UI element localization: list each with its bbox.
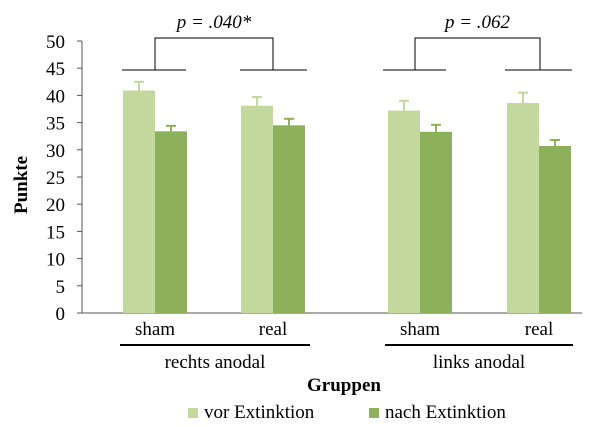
y-tick-label: 40 [46, 86, 65, 107]
y-tick-label: 10 [46, 250, 65, 271]
x-axis-title: Gruppen [307, 375, 381, 396]
legend-swatch-nach [369, 408, 379, 418]
significance-label: p = .040* [175, 12, 252, 33]
y-axis: 0 5 10 15 20 25 30 35 40 45 50 [46, 32, 582, 325]
significance-label: p = .062 [443, 12, 511, 33]
bar [123, 90, 155, 313]
y-tick-label: 5 [56, 277, 66, 298]
category-label: real [525, 319, 553, 340]
group-label: rechts anodal [165, 352, 266, 373]
legend-swatch-vor [188, 408, 198, 418]
y-tick-label: 50 [46, 32, 65, 53]
legend-label-nach: nach Extinktion [385, 402, 506, 423]
category-label: sham [135, 319, 175, 340]
bracket [414, 37, 541, 70]
bar [241, 105, 273, 314]
bar [507, 103, 539, 314]
y-tick-label: 25 [46, 168, 65, 189]
y-axis-title: Punkte [11, 156, 32, 214]
y-tick-label: 30 [46, 141, 65, 162]
bar [155, 131, 187, 313]
y-tick-label: 0 [56, 304, 66, 325]
bracket [154, 37, 274, 70]
legend: vor Extinktion nach Extinktion [188, 402, 506, 423]
bar [388, 110, 420, 314]
legend-label-vor: vor Extinktion [204, 402, 315, 423]
bar [539, 145, 571, 313]
category-label: real [259, 319, 287, 340]
significance-brackets: p = .040* p = .062 [122, 12, 572, 71]
category-label: sham [400, 319, 440, 340]
group-label: links anodal [433, 352, 525, 373]
bar [420, 131, 452, 313]
y-tick-label: 35 [46, 114, 65, 135]
bar [273, 125, 305, 313]
y-tick-label: 20 [46, 195, 65, 216]
bars [123, 80, 571, 314]
y-tick-label: 45 [46, 59, 65, 80]
y-tick-label: 15 [46, 222, 65, 243]
